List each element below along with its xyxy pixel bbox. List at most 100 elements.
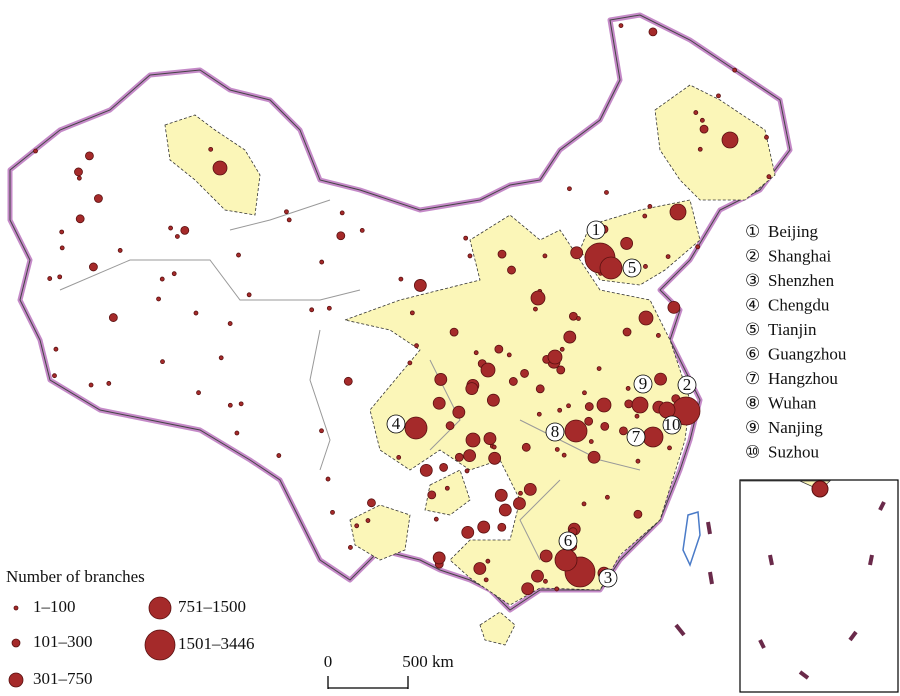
legend-symbol [8, 672, 24, 688]
branch-dot [596, 397, 612, 413]
branch-dot [521, 442, 531, 452]
branch-dot [212, 160, 228, 176]
branch-dot [618, 23, 624, 28]
branch-dot [108, 313, 118, 322]
branch-dot [587, 450, 601, 464]
city-map-label: 2 [683, 375, 692, 394]
branch-dot [160, 359, 165, 365]
branch-dot [642, 426, 664, 448]
city-name: Shanghai [768, 246, 832, 265]
branch-dot [624, 399, 634, 409]
branch-dot [246, 292, 252, 298]
branch-dot [697, 146, 703, 152]
legend-label: 101–300 [33, 632, 93, 651]
branch-dot [764, 134, 769, 140]
branch-dot [75, 214, 85, 224]
branch-dot [463, 235, 469, 241]
legend-symbol [11, 638, 21, 648]
branch-dot [599, 256, 623, 280]
branch-dot [480, 362, 496, 378]
branch-dot [564, 419, 588, 443]
legend-title: Number of branches [6, 567, 145, 586]
province-borders [59, 199, 641, 561]
branch-dot [643, 264, 648, 269]
city-number: ⑥ [745, 344, 760, 363]
branch-dot [631, 396, 649, 414]
branch-dot [465, 382, 479, 395]
city-label-ring [677, 375, 697, 395]
branch-dot [452, 405, 466, 419]
branch-dot [419, 463, 433, 477]
branch-dot [520, 369, 529, 378]
city-map-label: 8 [551, 422, 560, 441]
legend-symbol [144, 629, 176, 661]
city-name: Suzhou [768, 442, 820, 461]
branch-dot [533, 306, 538, 312]
branch-dot [619, 426, 628, 436]
branch-dot [667, 445, 672, 451]
city-name: Tianjin [768, 320, 817, 339]
branch-dot [633, 509, 643, 519]
branch-dot [174, 234, 180, 239]
country-outline-inner [9, 14, 791, 611]
branch-dot [582, 390, 587, 396]
branch-dot [309, 307, 315, 313]
branch-dot [432, 396, 446, 410]
branch-dot [693, 110, 699, 115]
branch-dot [634, 413, 640, 419]
inset-frame [739, 479, 899, 693]
branch-dot [319, 259, 325, 265]
branch-dot [604, 494, 610, 500]
city-name: Hangzhou [768, 369, 838, 388]
branch-dot [159, 276, 165, 282]
branch-dot [622, 327, 632, 337]
branch-dot [620, 237, 634, 250]
legend-label: 1501–3446 [178, 634, 255, 653]
branch-dot [325, 476, 331, 482]
branch-dot [536, 411, 542, 417]
scale-end: 500 km [402, 652, 453, 671]
branch-dot [94, 194, 103, 203]
branch-dot [276, 453, 282, 458]
branch-dot [180, 225, 190, 235]
city-number: ⑤ [745, 320, 760, 339]
branch-dot [330, 509, 335, 515]
city-label-ring [558, 531, 578, 551]
branch-dot [464, 468, 470, 474]
branch-dot [488, 451, 502, 465]
branch-dot [284, 209, 289, 215]
basemap: 0 500 km Number of branches [6, 12, 899, 693]
city-map-label: 5 [628, 258, 637, 277]
branch-dot [339, 210, 345, 216]
legend-symbol [148, 596, 172, 620]
branch-dot [193, 310, 199, 316]
branch-dot [343, 376, 353, 386]
region [479, 611, 516, 646]
branch-dot [491, 444, 497, 450]
city-map-label: 7 [632, 427, 641, 446]
region [654, 84, 776, 201]
branch-dot [365, 518, 371, 523]
branch-dot [543, 578, 548, 584]
branch-dot [588, 439, 594, 444]
branch-dot [667, 300, 681, 314]
branch-dot [444, 485, 450, 491]
city-name: Nanjing [768, 418, 823, 437]
city-number: ③ [745, 271, 760, 290]
branch-dot [513, 497, 526, 510]
branch-dot [638, 310, 654, 326]
branch-dot [236, 252, 241, 258]
branch-dot [57, 274, 63, 280]
branch-dot [654, 372, 667, 386]
branch-dot [570, 246, 584, 260]
inset-point [811, 480, 829, 498]
branch-dot [227, 402, 233, 408]
branch-dot [53, 346, 59, 352]
branch-dot [498, 503, 512, 517]
branch-dot [465, 432, 481, 448]
branch-dot [584, 402, 594, 411]
branch-dot [494, 488, 508, 502]
branch-dot [326, 305, 332, 311]
branch-dot [439, 463, 449, 472]
branch-dot [367, 498, 376, 508]
